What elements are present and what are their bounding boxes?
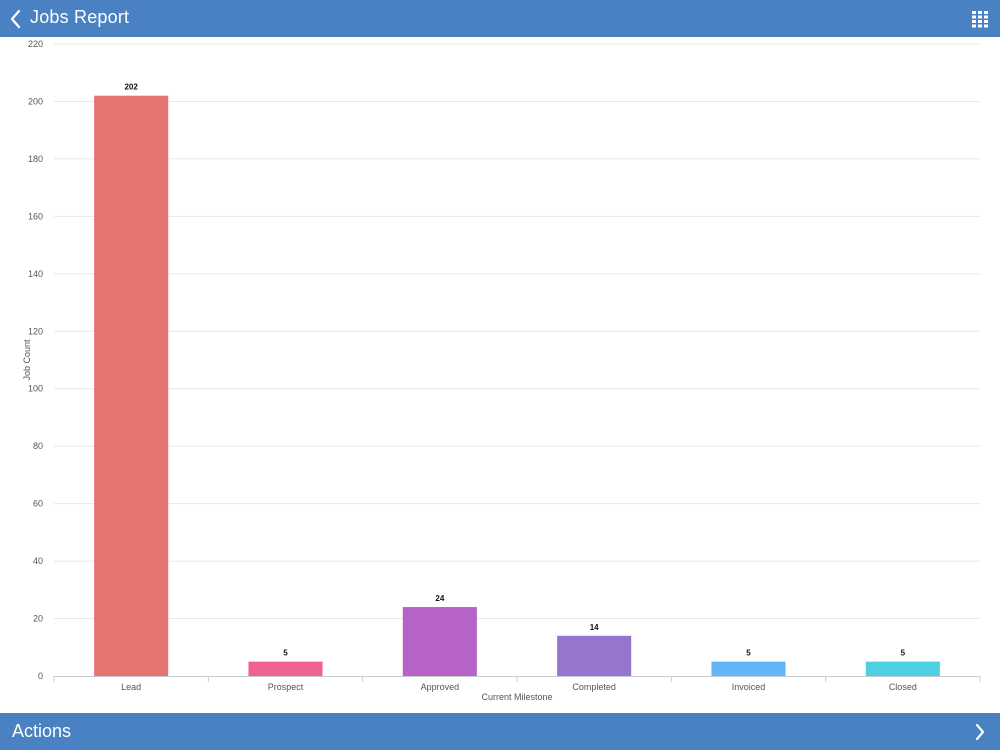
grid-icon[interactable]: [970, 9, 990, 29]
bar-closed[interactable]: [865, 661, 940, 676]
chart-area: 0 20 40 60 80 100 120 140 160 180 200 220 202 5 24 14 5…: [0, 37, 1000, 713]
actions-label: Actions: [12, 721, 72, 741]
x-axis-ticks: Lead Prospect Approved Completed Invoiced Clo…: [53, 676, 981, 692]
y-tick-label: 80: [33, 441, 43, 451]
x-tick-label: Invoiced: [732, 682, 766, 692]
bar-value-label: 5: [283, 649, 288, 658]
bar-value-label: 24: [435, 594, 444, 603]
y-tick-label: 180: [28, 154, 43, 164]
bars: 202 5 24 14 5 5: [94, 83, 940, 676]
bar-value-label: 202: [124, 83, 138, 92]
actions-bar[interactable]: Actions: [0, 713, 1000, 750]
bar-prospect[interactable]: [248, 661, 323, 676]
x-axis-label: Current Milestone: [481, 692, 552, 702]
gridlines: [54, 43, 980, 620]
top-bar: Jobs Report: [0, 0, 1000, 37]
x-tick-label: Prospect: [268, 682, 304, 692]
x-tick-label: Lead: [121, 682, 141, 692]
page-title: Jobs Report: [30, 7, 130, 27]
bar-approved[interactable]: [402, 607, 477, 676]
y-tick-label: 20: [33, 614, 43, 624]
y-tick-label: 0: [38, 671, 43, 681]
y-tick-label: 100: [28, 384, 43, 394]
bar-value-label: 14: [590, 623, 599, 632]
y-tick-label: 40: [33, 556, 43, 566]
y-axis-ticks: 0 20 40 60 80 100 120 140 160 180 200 220: [28, 39, 43, 681]
bar-lead[interactable]: [94, 95, 169, 676]
y-tick-label: 120: [28, 326, 43, 336]
y-tick-label: 140: [28, 269, 43, 279]
bar-invoiced[interactable]: [711, 661, 786, 676]
y-tick-label: 220: [28, 39, 43, 49]
y-axis-label: Job Count: [22, 339, 32, 381]
y-tick-label: 200: [28, 96, 43, 106]
y-tick-label: 160: [28, 211, 43, 221]
y-tick-label: 60: [33, 499, 43, 509]
x-tick-label: Approved: [421, 682, 460, 692]
bar-value-label: 5: [901, 649, 906, 658]
chevron-right-icon[interactable]: [970, 720, 990, 744]
x-tick-label: Completed: [572, 682, 616, 692]
bar-chart: 0 20 40 60 80 100 120 140 160 180 200 220 202 5 24 14 5…: [22, 39, 981, 702]
bar-value-label: 5: [746, 649, 751, 658]
x-tick-label: Closed: [889, 682, 917, 692]
chevron-left-icon[interactable]: [6, 7, 26, 31]
bar-completed[interactable]: [557, 635, 632, 676]
